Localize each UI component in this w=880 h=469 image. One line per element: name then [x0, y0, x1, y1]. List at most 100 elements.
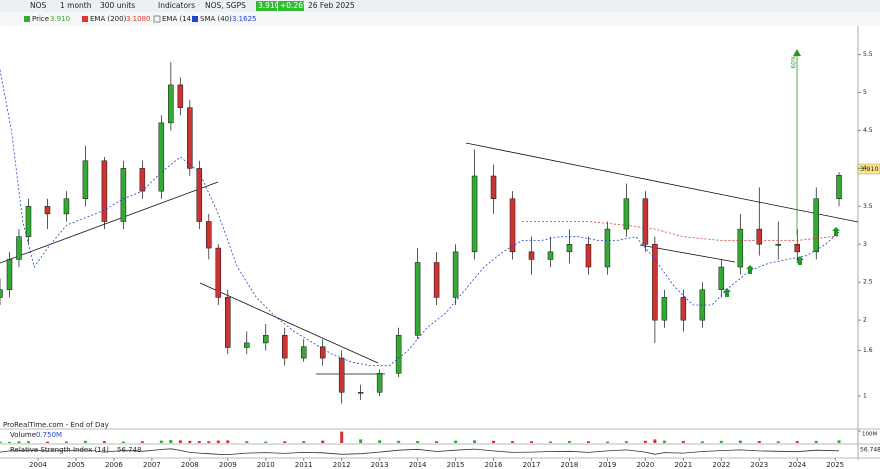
y-tick-label: 5.5 — [863, 51, 873, 58]
volume-bar — [814, 440, 818, 443]
candle-body — [471, 175, 478, 253]
candle-body — [177, 84, 184, 108]
rsi-label: Relative Strength Index (14) — [10, 446, 109, 454]
candle-body — [319, 346, 326, 359]
volume-bar — [378, 440, 382, 443]
volume-bar — [188, 440, 192, 443]
x-tick-label: 2014 — [409, 461, 427, 469]
candle-body — [101, 160, 108, 222]
x-tick-label: 2012 — [333, 461, 351, 469]
symbol[interactable]: NOS — [30, 1, 47, 10]
candle-body — [547, 251, 554, 260]
x-tick-label: 2015 — [447, 461, 465, 469]
y-tick-label: 1.6 — [863, 347, 873, 354]
candle-body — [357, 391, 364, 394]
candle-body — [661, 297, 668, 321]
volume-bar — [264, 441, 268, 443]
candle-body — [25, 206, 32, 237]
volume-bar — [216, 440, 220, 443]
rsi-line — [0, 448, 840, 456]
legend-value: 3.1625 — [232, 15, 257, 23]
change: +0.26% — [280, 1, 310, 10]
indicators[interactable]: Indicators — [158, 1, 195, 10]
price-tag — [857, 163, 880, 175]
period[interactable]: 1 month — [60, 1, 92, 10]
volume-bar — [121, 441, 125, 443]
candle-body — [44, 206, 51, 215]
annotation: 60% — [791, 55, 798, 69]
source: ProRealTime.com - End of Day — [3, 421, 109, 429]
volume-bar — [17, 441, 21, 443]
candle-body — [300, 346, 307, 359]
y-tick-label: 4.5 — [863, 127, 873, 134]
x-tick-label: 2018 — [561, 461, 579, 469]
y-tick-label: 5 — [863, 89, 867, 96]
units[interactable]: 300 units — [100, 1, 135, 10]
rsi-value: 56.748 — [117, 446, 142, 454]
arrow-head — [793, 49, 801, 56]
candle-body — [680, 297, 687, 321]
x-tick-label: 2016 — [485, 461, 503, 469]
volume-bar — [159, 440, 163, 443]
volume-bar — [435, 441, 439, 443]
candle-body — [395, 335, 402, 374]
x-tick-label: 2005 — [67, 461, 85, 469]
x-tick-label: 2011 — [295, 461, 313, 469]
y-tick-label: 1 — [863, 393, 867, 400]
candle-body — [566, 244, 573, 253]
legend-label: Price — [32, 15, 49, 23]
x-tick-label: 2008 — [181, 461, 199, 469]
volume-bar — [302, 441, 306, 443]
volume-bar — [586, 441, 590, 443]
price-tag-text: 3.910 — [860, 165, 879, 173]
candle-body — [196, 168, 203, 222]
volume-bar — [473, 440, 477, 443]
volume-bar — [283, 441, 287, 443]
volume-bar — [653, 439, 657, 443]
candle-body — [225, 297, 231, 348]
volume-bar — [837, 440, 841, 443]
volume-bar — [530, 441, 534, 443]
instrument-name: NOS, SGPS — [205, 1, 246, 10]
volume-bar — [511, 441, 515, 443]
candle-body — [281, 335, 288, 359]
y-tick-label: 2.5 — [863, 279, 873, 286]
candle-body — [139, 168, 146, 192]
volume-bar — [0, 441, 2, 443]
y-tick-label: 3.5 — [863, 203, 873, 210]
candle-body — [433, 262, 440, 298]
volume-bar — [321, 440, 325, 443]
y-tick-label: 4 — [863, 165, 867, 172]
x-tick-label: 2007 — [143, 461, 161, 469]
legend-value: 3.910 — [50, 15, 70, 23]
candle-body — [0, 289, 3, 298]
candle-body — [376, 373, 383, 393]
price-badge — [256, 1, 277, 11]
volume-bar — [397, 440, 401, 443]
change-badge — [278, 1, 304, 11]
candle-body — [120, 168, 127, 222]
x-tick-label: 2017 — [523, 461, 541, 469]
candle-body — [794, 244, 801, 253]
x-tick-label: 2006 — [105, 461, 123, 469]
candle-body — [158, 122, 165, 192]
candle-body — [509, 198, 516, 253]
volume-bar — [26, 441, 30, 443]
signal-arrows — [723, 227, 840, 297]
candle-body — [813, 198, 819, 253]
volume-bar — [102, 441, 106, 443]
volume-bar — [681, 441, 685, 443]
volume-bar — [64, 441, 68, 443]
candle-body — [756, 228, 763, 245]
candle-body — [604, 228, 611, 268]
candle-body — [168, 84, 174, 124]
volume-bar — [169, 440, 173, 443]
volume-bar — [662, 440, 666, 443]
volume-bar — [795, 441, 799, 443]
x-tick-label: 2023 — [750, 461, 768, 469]
volume-bar — [7, 441, 11, 443]
y-tick-label: 3 — [863, 241, 867, 248]
volume-bar — [624, 441, 628, 443]
candle-body — [414, 262, 421, 336]
